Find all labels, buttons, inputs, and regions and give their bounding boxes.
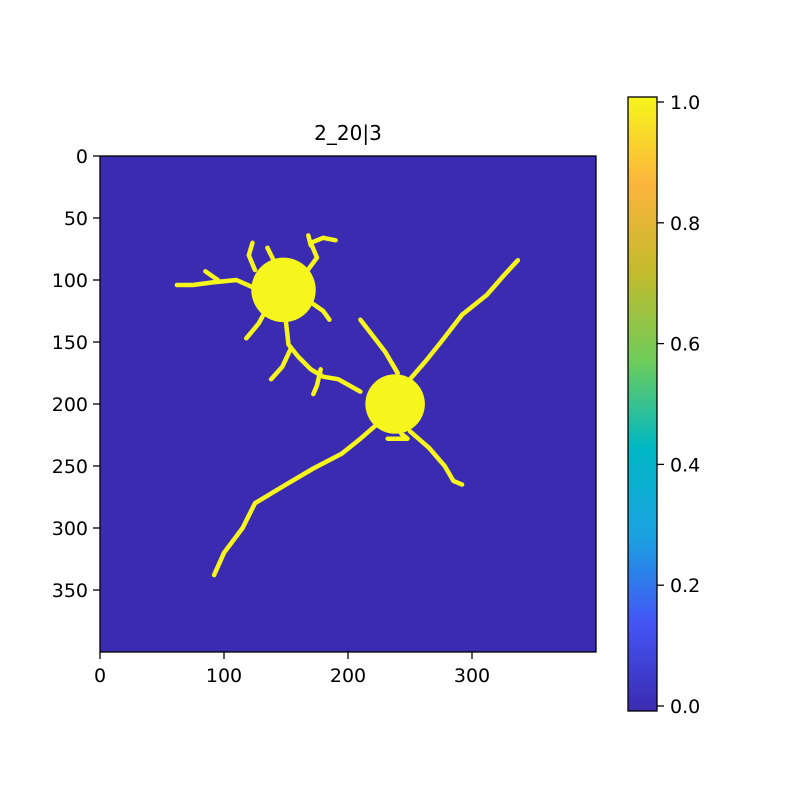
colorbar-tick-label: 0.2 xyxy=(670,575,700,597)
colorbar: 0.0 0.2 0.4 0.6 0.8 1.0 xyxy=(627,92,700,718)
y-tick-label: 150 xyxy=(52,332,88,354)
cell-process xyxy=(283,319,363,394)
colorbar-gradient xyxy=(627,96,658,712)
cell-process xyxy=(385,431,410,441)
cell-process xyxy=(211,420,382,578)
cell-process xyxy=(308,300,332,322)
cell-process xyxy=(311,367,323,397)
cell-process xyxy=(306,233,314,248)
cell-process xyxy=(246,240,258,273)
y-axis: 0 50 100 150 200 250 300 350 xyxy=(52,146,100,602)
cell-process xyxy=(268,345,294,382)
colorbar-ticks: 0.0 0.2 0.4 0.6 0.8 1.0 xyxy=(657,92,700,718)
cell-process xyxy=(407,257,521,382)
cell-soma xyxy=(251,257,316,323)
colorbar-tick-label: 0.0 xyxy=(670,696,700,718)
colorbar-tick-label: 0.6 xyxy=(670,334,700,356)
y-tick-label: 300 xyxy=(52,518,88,540)
x-tick-label: 100 xyxy=(206,665,242,687)
y-tick-label: 50 xyxy=(64,208,88,230)
y-tick-label: 0 xyxy=(76,146,88,168)
x-tick-label: 200 xyxy=(330,665,366,687)
y-tick-label: 250 xyxy=(52,456,88,478)
cell-soma xyxy=(365,374,425,434)
cell-process xyxy=(265,245,276,263)
y-tick-label: 200 xyxy=(52,394,88,416)
y-tick-label: 100 xyxy=(52,270,88,292)
colorbar-tick-label: 1.0 xyxy=(670,92,700,114)
x-tick-label: 300 xyxy=(454,665,490,687)
image-background xyxy=(100,156,596,652)
cell-process xyxy=(390,362,400,376)
chart-title: 2_20|3 xyxy=(314,121,382,145)
colorbar-tick-label: 0.4 xyxy=(670,454,700,476)
cell-process xyxy=(203,269,221,283)
image-plot xyxy=(99,155,597,653)
cell-mask xyxy=(174,233,521,578)
x-axis: 0 100 200 300 xyxy=(94,652,490,687)
cell-process xyxy=(174,277,261,293)
cell-process xyxy=(407,429,465,487)
colorbar-tick-label: 0.8 xyxy=(670,213,700,235)
y-tick-label: 350 xyxy=(52,580,88,602)
x-tick-label: 0 xyxy=(94,665,106,687)
